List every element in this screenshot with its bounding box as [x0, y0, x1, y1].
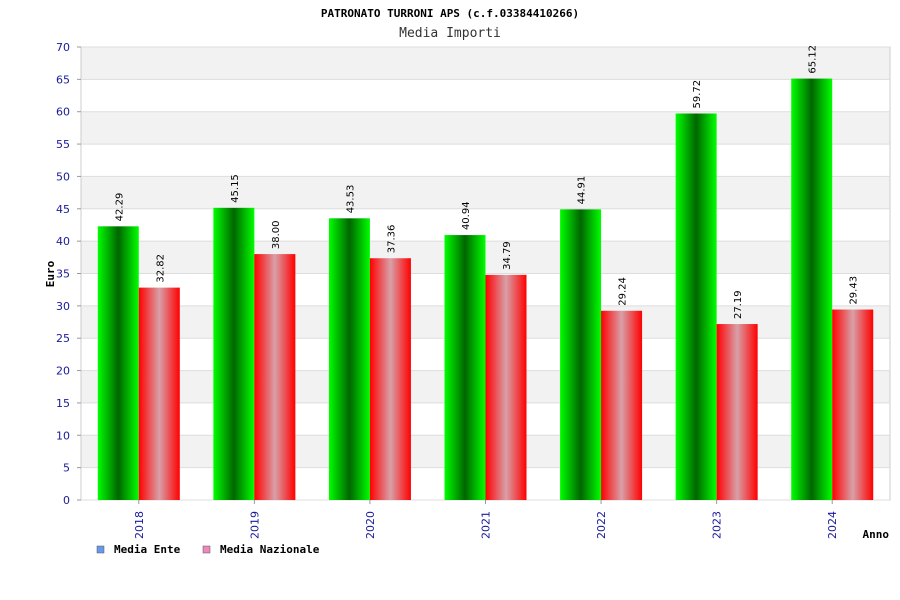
data-label: 27.19: [733, 290, 744, 319]
bar-media-nazionale: [369, 258, 411, 500]
plot-band: [81, 47, 890, 80]
x-tick-label: 2021: [480, 511, 493, 539]
plot-band: [81, 176, 890, 209]
bar-media-nazionale: [716, 324, 758, 500]
data-label: 34.79: [502, 241, 513, 270]
y-axis-title: Euro: [44, 260, 57, 287]
x-tick-label: 2019: [248, 511, 261, 539]
bar-media-nazionale: [485, 274, 527, 500]
y-axis-ticks: 0 5 10 15 20 25 30 35 40 45 50 55 60 65 70: [56, 41, 81, 507]
bar-media-ente: [213, 207, 255, 500]
y-tick-label: 0: [63, 494, 70, 507]
chart-title: PATRONATO TURRONI APS (c.f.03384410266): [321, 7, 579, 20]
x-tick-label: 2022: [595, 511, 608, 539]
legend-label: Media Nazionale: [220, 543, 320, 556]
data-label: 43.53: [345, 185, 356, 214]
bar-media-nazionale: [832, 309, 874, 500]
data-label: 32.82: [155, 254, 166, 283]
bar-media-ente: [560, 209, 602, 500]
x-tick-label: 2024: [826, 511, 839, 539]
y-tick-label: 45: [56, 203, 70, 216]
y-tick-label: 5: [63, 462, 70, 475]
data-label: 45.15: [230, 174, 241, 203]
y-tick-label: 55: [56, 138, 70, 151]
legend-swatch: [202, 545, 211, 554]
plot-band: [81, 144, 890, 177]
y-tick-label: 10: [56, 429, 70, 442]
x-axis-title: Anno: [863, 528, 890, 541]
plot-band: [81, 79, 890, 112]
data-label: 40.94: [461, 201, 472, 230]
bar-media-nazionale: [138, 287, 180, 500]
data-label: 59.72: [692, 80, 703, 109]
plot-band: [81, 111, 890, 145]
legend-swatch: [96, 545, 105, 554]
data-label: 65.12: [808, 45, 819, 74]
legend: Media Ente Media Nazionale: [96, 543, 320, 556]
bar-media-nazionale: [254, 254, 296, 500]
data-label: 29.24: [618, 277, 629, 306]
y-tick-label: 25: [56, 332, 70, 345]
y-tick-label: 50: [56, 170, 70, 183]
bar-media-nazionale: [601, 310, 643, 500]
data-label: 42.29: [114, 193, 125, 222]
data-label: 44.91: [577, 176, 588, 205]
bars: [97, 78, 874, 501]
legend-label: Media Ente: [114, 543, 181, 556]
y-tick-label: 15: [56, 397, 70, 410]
y-tick-label: 60: [56, 106, 70, 119]
bar-media-ente: [328, 218, 370, 501]
y-tick-label: 20: [56, 365, 70, 378]
x-tick-label: 2023: [711, 511, 724, 539]
chart-subtitle: Media Importi: [399, 26, 501, 41]
y-tick-label: 65: [56, 73, 70, 86]
bar-media-ente: [791, 78, 833, 501]
y-tick-label: 70: [56, 41, 70, 54]
bar-media-ente: [444, 235, 486, 501]
x-axis-ticks: 2018 2019 2020 2021 2022 2023 2024: [133, 500, 839, 539]
y-tick-label: 35: [56, 268, 70, 281]
data-label: 38.00: [271, 220, 282, 249]
y-tick-label: 30: [56, 300, 70, 313]
bar-media-ente: [97, 226, 139, 500]
bar-media-ente: [675, 113, 717, 501]
y-tick-label: 40: [56, 235, 70, 248]
x-tick-label: 2018: [133, 511, 146, 539]
x-tick-label: 2020: [364, 511, 377, 539]
data-label: 37.36: [386, 225, 397, 254]
data-labels: 42.29 32.82 45.15 38.00 43.53 37.36 40.94 34.79…: [114, 45, 859, 319]
data-label: 29.43: [849, 276, 860, 305]
